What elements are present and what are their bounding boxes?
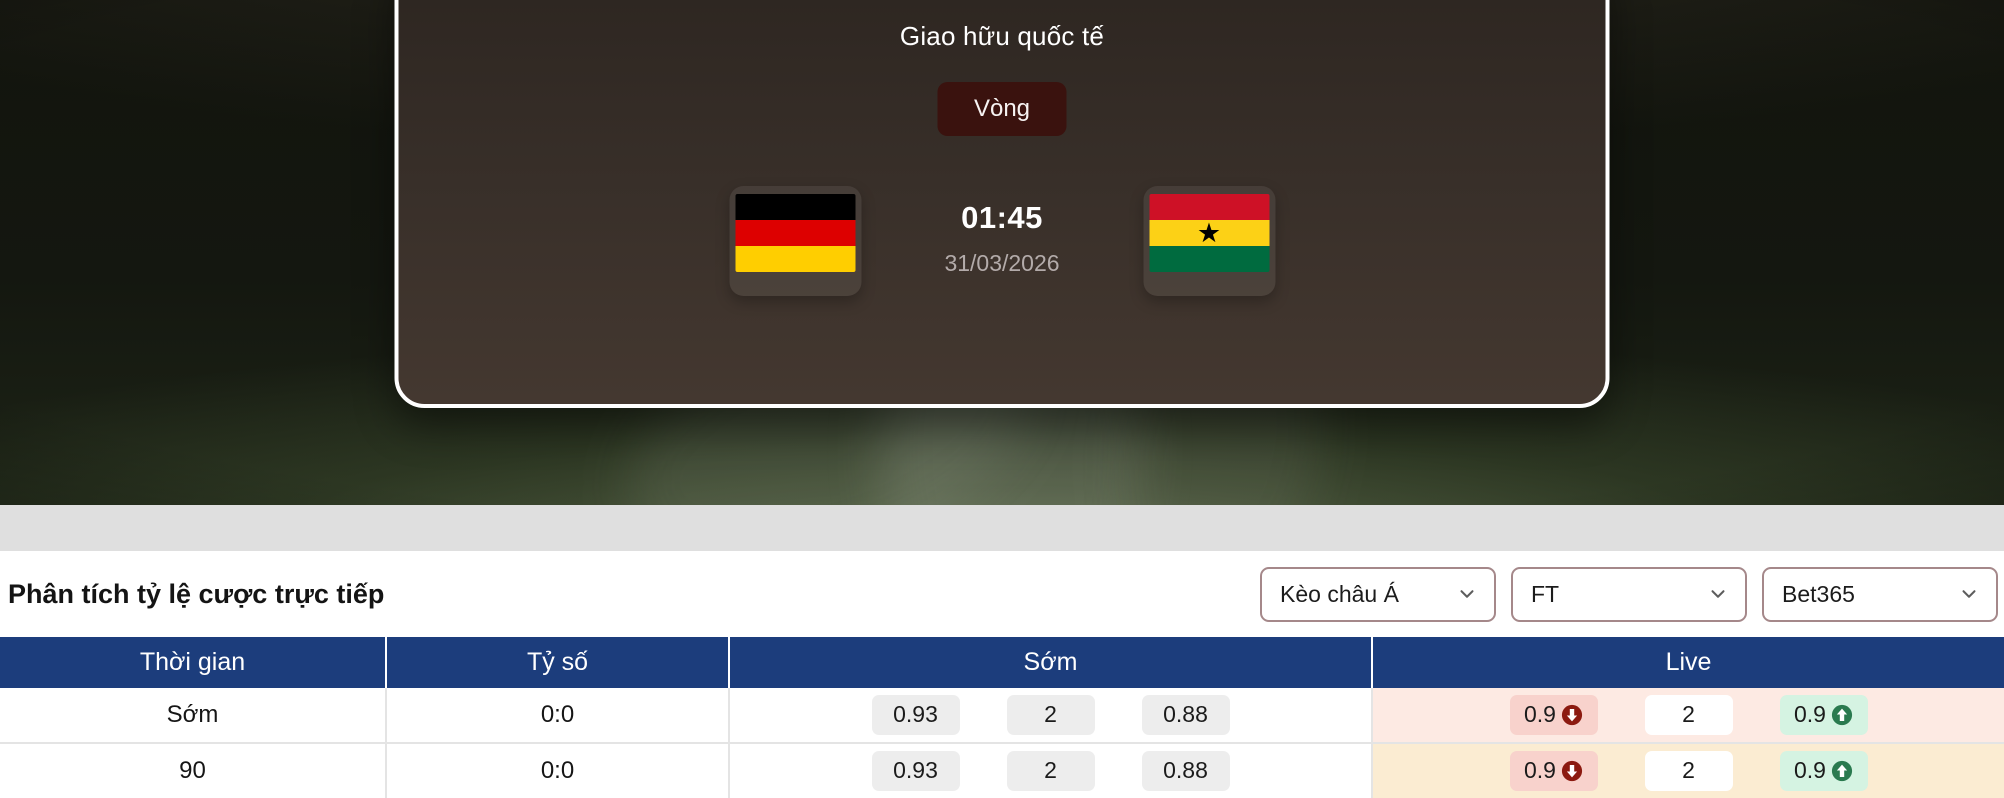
odds-table: Thời gian Tỷ số Sớm Live Sớm 0:0 0.93 2 …: [0, 637, 2004, 798]
live-handicap[interactable]: 2: [1644, 751, 1733, 791]
analysis-title: Phân tích tỷ lệ cược trực tiếp: [8, 578, 385, 609]
header-early: Sớm: [729, 637, 1373, 688]
header-score: Tỷ số: [386, 637, 730, 688]
analysis-header: Phân tích tỷ lệ cược trực tiếp Kèo châu …: [0, 551, 2004, 637]
home-team-tile[interactable]: [729, 186, 861, 296]
header-live: Live: [1372, 637, 2004, 688]
teams-row: 01:45 31/03/2026 ★: [729, 186, 1275, 296]
live-home-odds[interactable]: 0.9: [1509, 695, 1598, 735]
odds-type-select[interactable]: Kèo châu Á: [1260, 566, 1496, 622]
trend-up-icon: [1831, 760, 1853, 782]
ghana-star-icon: ★: [1196, 217, 1222, 248]
away-team-tile[interactable]: ★: [1143, 186, 1275, 296]
tournament-name: Giao hữu quốc tế: [899, 21, 1105, 51]
early-home-odds[interactable]: 0.93: [871, 695, 960, 735]
trend-down-icon: [1561, 704, 1583, 726]
odds-row: 90 0:0 0.93 2 0.88 0.9: [0, 742, 2004, 798]
live-away-odds[interactable]: 0.9: [1779, 695, 1868, 735]
chevron-down-icon: [1711, 590, 1725, 598]
live-odds-cell: 0.9 2 0.9: [1372, 688, 2004, 743]
hero-section: Giao hữu quốc tế Vòng 01:45 31/03/2026 ★: [0, 0, 2004, 505]
early-handicap[interactable]: 2: [1006, 695, 1095, 735]
live-handicap[interactable]: 2: [1644, 695, 1733, 735]
time-cell: 90: [0, 742, 387, 798]
kickoff-block: 01:45 31/03/2026: [887, 200, 1117, 277]
score-cell: 0:0: [386, 688, 730, 743]
early-away-odds[interactable]: 0.88: [1141, 751, 1230, 791]
ghana-flag-icon: ★: [1149, 194, 1269, 272]
early-handicap[interactable]: 2: [1006, 751, 1095, 791]
early-away-odds[interactable]: 0.88: [1141, 695, 1230, 735]
header-time: Thời gian: [0, 637, 387, 688]
trend-down-icon: [1561, 760, 1583, 782]
early-home-odds[interactable]: 0.93: [871, 751, 960, 791]
chevron-down-icon: [1460, 590, 1474, 598]
odds-row: Sớm 0:0 0.93 2 0.88 0.9: [0, 688, 2004, 743]
odds-header-row: Thời gian Tỷ số Sớm Live: [0, 637, 2004, 688]
early-odds-cell: 0.93 2 0.88: [729, 742, 1373, 798]
filter-group: Kèo châu Á FT Bet365: [1260, 566, 1998, 622]
period-value: FT: [1531, 580, 1560, 607]
kickoff-time: 01:45: [961, 200, 1043, 235]
score-cell: 0:0: [386, 742, 730, 798]
section-divider-band: [0, 505, 2004, 551]
live-odds-cell: 0.9 2 0.9: [1372, 742, 2004, 798]
kickoff-date: 31/03/2026: [944, 250, 1060, 276]
live-away-odds[interactable]: 0.9: [1779, 751, 1868, 791]
odds-type-value: Kèo châu Á: [1280, 580, 1399, 607]
match-card: Giao hữu quốc tế Vòng 01:45 31/03/2026 ★: [394, 0, 1610, 408]
round-button[interactable]: Vòng: [937, 82, 1067, 136]
period-select[interactable]: FT: [1511, 566, 1747, 622]
bookmaker-select[interactable]: Bet365: [1762, 566, 1998, 622]
live-home-odds[interactable]: 0.9: [1509, 751, 1598, 791]
early-odds-cell: 0.93 2 0.88: [729, 688, 1373, 743]
time-cell: Sớm: [0, 688, 387, 743]
chevron-down-icon: [1962, 590, 1976, 598]
bookmaker-value: Bet365: [1782, 580, 1855, 607]
germany-flag-icon: [735, 194, 855, 272]
trend-up-icon: [1831, 704, 1853, 726]
